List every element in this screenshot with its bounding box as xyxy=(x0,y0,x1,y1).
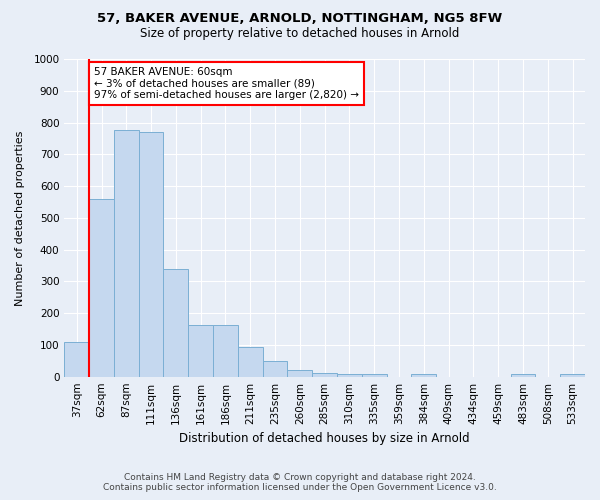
Bar xyxy=(412,374,436,376)
Bar xyxy=(312,372,337,376)
Bar xyxy=(511,374,535,376)
Bar xyxy=(337,374,362,376)
Bar xyxy=(287,370,312,376)
Bar xyxy=(362,374,386,376)
Bar xyxy=(139,132,163,376)
Bar xyxy=(238,346,263,376)
Bar xyxy=(64,342,89,376)
Text: Size of property relative to detached houses in Arnold: Size of property relative to detached ho… xyxy=(140,28,460,40)
X-axis label: Distribution of detached houses by size in Arnold: Distribution of detached houses by size … xyxy=(179,432,470,445)
Bar xyxy=(188,325,213,376)
Y-axis label: Number of detached properties: Number of detached properties xyxy=(15,130,25,306)
Bar xyxy=(163,268,188,376)
Bar xyxy=(213,325,238,376)
Bar xyxy=(114,130,139,376)
Bar xyxy=(89,199,114,376)
Text: 57 BAKER AVENUE: 60sqm
← 3% of detached houses are smaller (89)
97% of semi-deta: 57 BAKER AVENUE: 60sqm ← 3% of detached … xyxy=(94,67,359,100)
Bar xyxy=(560,374,585,376)
Text: 57, BAKER AVENUE, ARNOLD, NOTTINGHAM, NG5 8FW: 57, BAKER AVENUE, ARNOLD, NOTTINGHAM, NG… xyxy=(97,12,503,26)
Text: Contains HM Land Registry data © Crown copyright and database right 2024.
Contai: Contains HM Land Registry data © Crown c… xyxy=(103,473,497,492)
Bar xyxy=(263,361,287,376)
